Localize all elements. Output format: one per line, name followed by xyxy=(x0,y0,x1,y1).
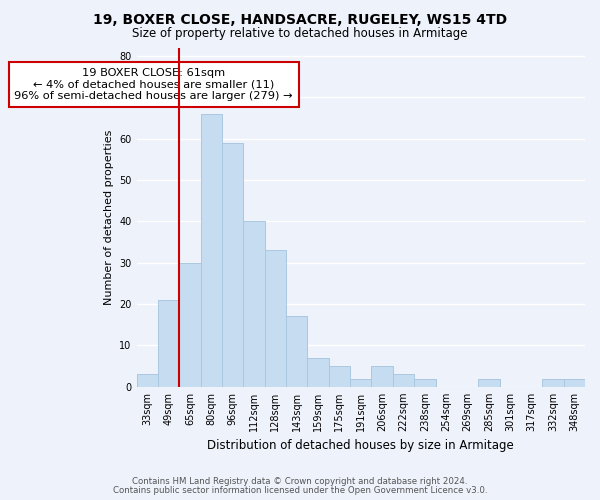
Bar xyxy=(307,358,329,387)
Bar xyxy=(563,378,585,387)
Y-axis label: Number of detached properties: Number of detached properties xyxy=(104,130,114,305)
Bar xyxy=(200,114,222,387)
Bar xyxy=(478,378,500,387)
Bar xyxy=(393,374,414,387)
Bar xyxy=(244,222,265,387)
Text: 19, BOXER CLOSE, HANDSACRE, RUGELEY, WS15 4TD: 19, BOXER CLOSE, HANDSACRE, RUGELEY, WS1… xyxy=(93,12,507,26)
Bar xyxy=(286,316,307,387)
Bar xyxy=(158,300,179,387)
Bar xyxy=(329,366,350,387)
Bar xyxy=(542,378,563,387)
Bar xyxy=(371,366,393,387)
Text: 19 BOXER CLOSE: 61sqm
← 4% of detached houses are smaller (11)
96% of semi-detac: 19 BOXER CLOSE: 61sqm ← 4% of detached h… xyxy=(14,68,293,102)
Text: Contains HM Land Registry data © Crown copyright and database right 2024.: Contains HM Land Registry data © Crown c… xyxy=(132,477,468,486)
Bar xyxy=(222,142,244,387)
Text: Size of property relative to detached houses in Armitage: Size of property relative to detached ho… xyxy=(132,28,468,40)
Bar xyxy=(414,378,436,387)
Bar xyxy=(350,378,371,387)
Bar xyxy=(265,250,286,387)
Bar xyxy=(179,262,200,387)
Text: Contains public sector information licensed under the Open Government Licence v3: Contains public sector information licen… xyxy=(113,486,487,495)
Bar xyxy=(137,374,158,387)
X-axis label: Distribution of detached houses by size in Armitage: Distribution of detached houses by size … xyxy=(208,440,514,452)
